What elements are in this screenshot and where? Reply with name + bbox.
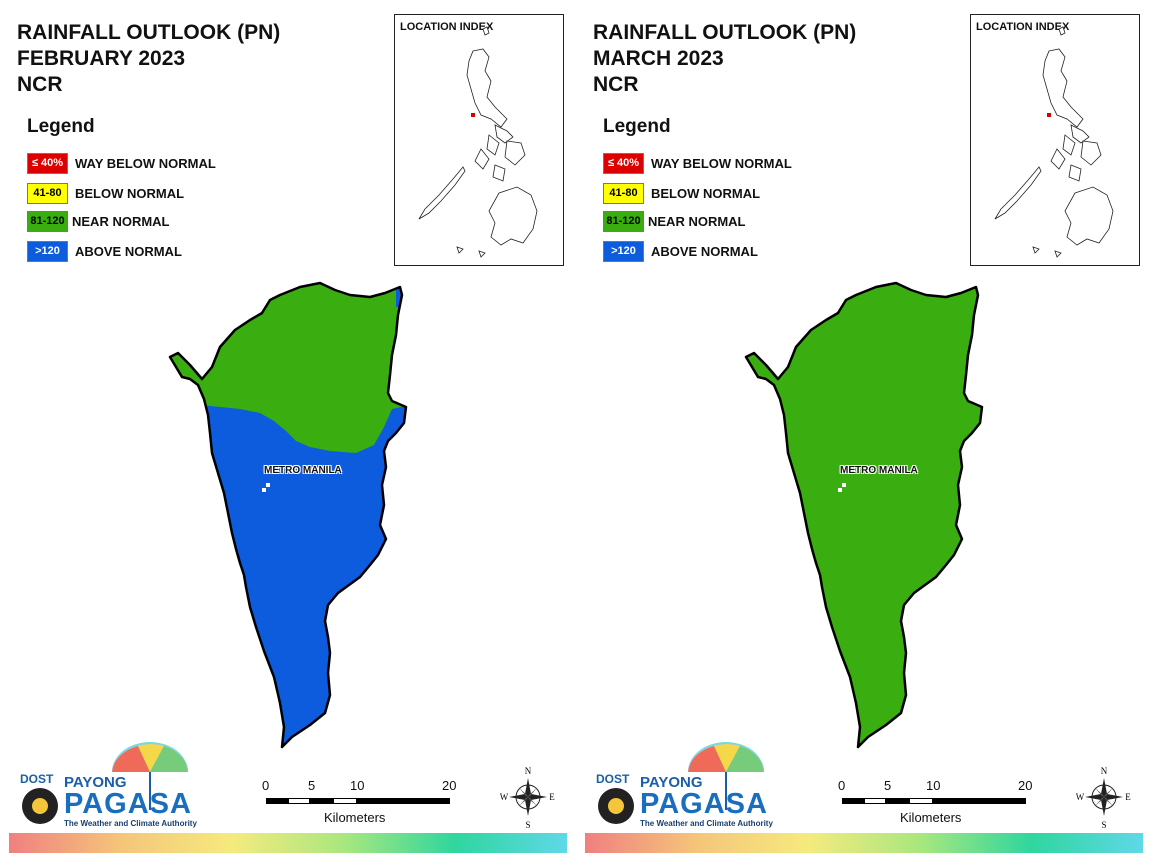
title-line-1: RAINFALL OUTLOOK (PN) bbox=[593, 21, 857, 44]
title-line-2: FEBRUARY 2023 bbox=[17, 47, 186, 70]
title-line-3: NCR bbox=[593, 73, 639, 96]
legend-item-near-normal: 81-120 NEAR NORMAL bbox=[603, 210, 746, 232]
title-line-2: MARCH 2023 bbox=[593, 47, 724, 70]
white-pixel bbox=[262, 488, 266, 492]
compass-e: E bbox=[1125, 792, 1131, 802]
legend-swatch: ≤ 40% bbox=[603, 152, 644, 174]
umbrella-icon bbox=[22, 742, 188, 824]
logo-dost-text: DOST bbox=[20, 772, 54, 786]
title-line-1: RAINFALL OUTLOOK (PN) bbox=[17, 21, 281, 44]
legend-title: Legend bbox=[603, 116, 671, 137]
ncr-location-marker bbox=[1047, 113, 1051, 117]
compass-w: W bbox=[500, 792, 509, 802]
map-title: RAINFALL OUTLOOK (PN) MARCH 2023 NCR bbox=[593, 20, 856, 98]
white-pixel bbox=[842, 483, 846, 487]
legend-label: WAY BELOW NORMAL bbox=[75, 155, 216, 171]
scale-tick: 5 bbox=[884, 778, 892, 793]
ncr-rainfall-map bbox=[744, 281, 984, 749]
scale-tick: 10 bbox=[350, 778, 365, 793]
compass-n: N bbox=[1101, 766, 1108, 776]
place-label-metro-manila: METRO MANILA bbox=[264, 465, 342, 476]
philippines-locator-map bbox=[994, 26, 1114, 258]
legend-swatch: ≤ 40% bbox=[27, 152, 68, 174]
logo-tagline: The Weather and Climate Authority bbox=[64, 819, 197, 828]
logo-pagasa-text: PAGASA bbox=[640, 788, 768, 820]
legend-item-above-normal: >120 ABOVE NORMAL bbox=[603, 240, 758, 262]
place-label-metro-manila: METRO MANILA bbox=[840, 465, 918, 476]
legend-swatch: >120 bbox=[27, 240, 68, 262]
logo-tagline: The Weather and Climate Authority bbox=[640, 819, 773, 828]
legend-item-below-normal: 41-80 BELOW NORMAL bbox=[27, 182, 184, 204]
location-index-inset: LOCATION INDEX bbox=[970, 14, 1140, 266]
scale-bar-graphic bbox=[266, 798, 450, 804]
north-arrow-compass: N S W E bbox=[500, 766, 556, 830]
compass-s: S bbox=[1101, 820, 1106, 830]
legend-item-near-normal: 81-120 NEAR NORMAL bbox=[27, 210, 170, 232]
near-normal-zone bbox=[744, 281, 984, 749]
scale-tick: 0 bbox=[262, 778, 270, 793]
ncr-boundary bbox=[168, 281, 408, 749]
scale-unit-label: Kilometers bbox=[324, 810, 386, 825]
payong-pagasa-logo: DOST PAYONG PAGASA The Weather and Clima… bbox=[590, 740, 780, 832]
legend-label: NEAR NORMAL bbox=[648, 213, 746, 229]
scale-tick: 20 bbox=[442, 778, 457, 793]
legend-swatch: 41-80 bbox=[27, 182, 68, 204]
compass-s: S bbox=[525, 820, 530, 830]
ncr-location-marker bbox=[471, 113, 475, 117]
logo-payong-text: PAYONG bbox=[640, 774, 703, 791]
legend-label: BELOW NORMAL bbox=[75, 185, 185, 201]
scale-tick: 20 bbox=[1018, 778, 1033, 793]
legend-label: NEAR NORMAL bbox=[72, 213, 170, 229]
inset-label: LOCATION INDEX bbox=[400, 21, 494, 33]
white-pixel bbox=[838, 488, 842, 492]
compass-n: N bbox=[525, 766, 532, 776]
location-index-inset: LOCATION INDEX bbox=[394, 14, 564, 266]
north-arrow-compass: N S W E bbox=[1076, 766, 1132, 830]
scale-tick: 0 bbox=[838, 778, 846, 793]
inset-label: LOCATION INDEX bbox=[976, 21, 1070, 33]
legend-swatch: 41-80 bbox=[603, 182, 644, 204]
compass-rose-icon: N S W E bbox=[500, 766, 556, 830]
legend-swatch: 81-120 bbox=[603, 210, 644, 232]
scale-bar: 0 5 10 20 Kilometers bbox=[262, 778, 462, 828]
ncr-rainfall-map bbox=[168, 281, 408, 749]
scale-tick: 5 bbox=[308, 778, 316, 793]
scale-bar: 0 5 10 20 Kilometers bbox=[838, 778, 1038, 828]
legend-label: ABOVE NORMAL bbox=[651, 243, 758, 259]
payong-pagasa-logo: DOST PAYONG PAGASA The Weather and Clima… bbox=[14, 740, 204, 832]
scale-unit-label: Kilometers bbox=[900, 810, 962, 825]
legend-item-way-below-normal: ≤ 40% WAY BELOW NORMAL bbox=[27, 152, 216, 174]
outlook-panel-february: RAINFALL OUTLOOK (PN) FEBRUARY 2023 NCR … bbox=[9, 14, 567, 853]
legend-item-below-normal: 41-80 BELOW NORMAL bbox=[603, 182, 760, 204]
logo-dost-text: DOST bbox=[596, 772, 630, 786]
philippines-locator-map bbox=[418, 26, 538, 258]
above-normal-zone bbox=[170, 405, 406, 747]
logo-pagasa-text: PAGASA bbox=[64, 788, 192, 820]
legend-swatch: >120 bbox=[603, 240, 644, 262]
color-gradient-strip bbox=[9, 833, 567, 853]
legend-label: ABOVE NORMAL bbox=[75, 243, 182, 259]
legend-item-way-below-normal: ≤ 40% WAY BELOW NORMAL bbox=[603, 152, 792, 174]
legend-swatch: 81-120 bbox=[27, 210, 68, 232]
umbrella-icon bbox=[598, 742, 764, 824]
legend-item-above-normal: >120 ABOVE NORMAL bbox=[27, 240, 182, 262]
title-line-3: NCR bbox=[17, 73, 63, 96]
white-pixel bbox=[266, 483, 270, 487]
legend-label: WAY BELOW NORMAL bbox=[651, 155, 792, 171]
compass-rose-icon: N S W E bbox=[1076, 766, 1132, 830]
map-title: RAINFALL OUTLOOK (PN) FEBRUARY 2023 NCR bbox=[17, 20, 280, 98]
outlook-panel-march: RAINFALL OUTLOOK (PN) MARCH 2023 NCR Leg… bbox=[576, 0, 1152, 864]
compass-e: E bbox=[549, 792, 555, 802]
color-gradient-strip bbox=[585, 833, 1143, 853]
compass-w: W bbox=[1076, 792, 1085, 802]
logo-payong-text: PAYONG bbox=[64, 774, 127, 791]
scale-tick: 10 bbox=[926, 778, 941, 793]
legend-label: BELOW NORMAL bbox=[651, 185, 761, 201]
above-normal-patch bbox=[396, 289, 404, 307]
legend-title: Legend bbox=[27, 116, 95, 137]
scale-bar-graphic bbox=[842, 798, 1026, 804]
